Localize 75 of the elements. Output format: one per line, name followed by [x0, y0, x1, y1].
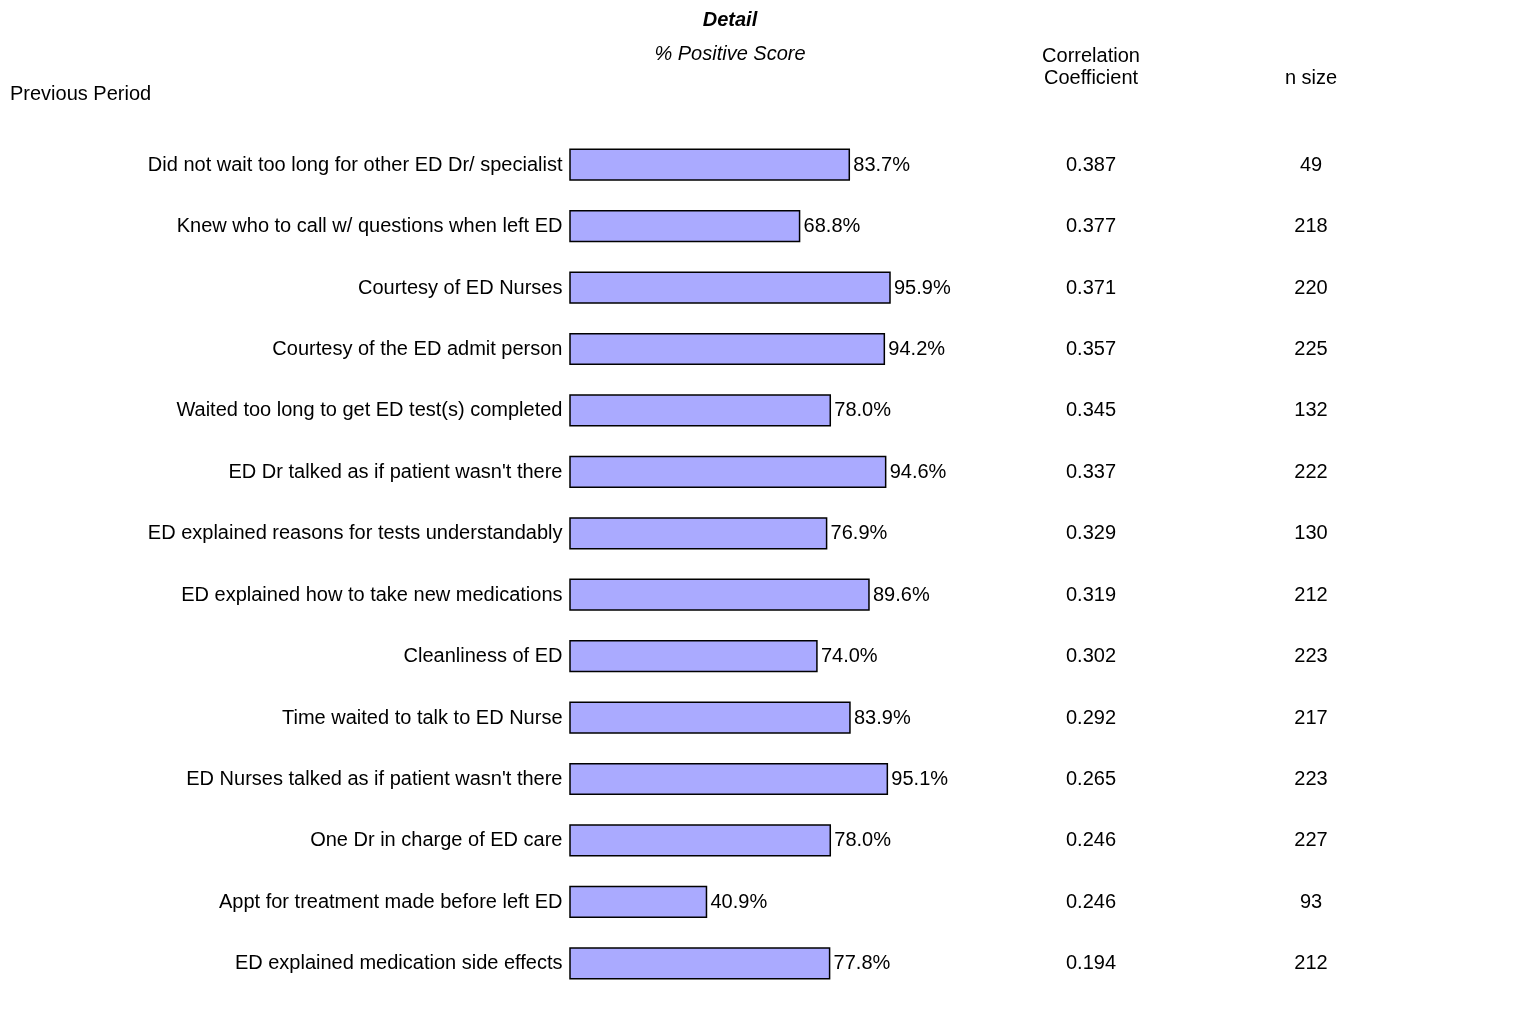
data-label: 95.9% — [894, 275, 951, 298]
y-tick-label: Appt for treatment made before left ED — [218, 889, 563, 912]
data-label: 218 — [1294, 214, 1328, 237]
bar — [569, 332, 886, 366]
bar — [569, 517, 828, 550]
data-label: 0.357 — [1065, 337, 1117, 359]
bar — [569, 885, 708, 918]
data-label: 222 — [1294, 459, 1328, 482]
y-tick-label: Knew who to call w/ questions when left ED — [176, 214, 563, 237]
data-label: 40.9% — [710, 889, 768, 912]
data-label: 0.371 — [1065, 275, 1117, 298]
data-label: 83.7% — [853, 152, 911, 175]
data-label: 0.292 — [1065, 705, 1117, 728]
bar — [569, 762, 889, 796]
data-label: 74.0% — [820, 644, 878, 667]
data-label: 0.329 — [1065, 521, 1117, 544]
data-label: 130 — [1294, 521, 1328, 544]
bar — [569, 271, 891, 304]
data-label: 0.265 — [1065, 767, 1117, 789]
text: Correlation Coefficient — [1042, 44, 1140, 88]
data-label: 0.194 — [1065, 951, 1117, 974]
y-tick-label: One Dr in charge of ED care — [310, 828, 563, 851]
bar — [569, 701, 851, 734]
y-tick-label: ED explained how to take new medications — [181, 582, 563, 605]
bar — [569, 947, 831, 980]
data-label: 220 — [1294, 275, 1328, 298]
data-label: 94.2% — [888, 337, 946, 359]
data-label: 212 — [1294, 582, 1328, 605]
y-tick-label: ED Nurses talked as if patient wasn't there — [186, 767, 563, 789]
data-label: 223 — [1294, 644, 1328, 667]
chart-subtitle: % Positive Score — [654, 42, 806, 64]
text: Previous Period — [10, 82, 152, 104]
data-label: 77.8% — [833, 951, 891, 974]
y-tick-label: Did not wait too long for other ED Dr/ specialist — [147, 152, 563, 175]
bar — [569, 824, 832, 857]
data-label: 89.6% — [872, 582, 930, 605]
data-label: 95.1% — [891, 767, 949, 789]
data-label: 68.8% — [803, 214, 861, 237]
data-label: 0.246 — [1065, 828, 1117, 851]
data-label: 0.302 — [1065, 644, 1117, 667]
data-label: 0.246 — [1065, 889, 1117, 912]
data-label: 225 — [1294, 337, 1328, 359]
data-label: 223 — [1294, 767, 1328, 789]
y-tick-label: Courtesy of ED Nurses — [357, 275, 563, 298]
bar — [569, 578, 870, 611]
data-label: 227 — [1294, 828, 1328, 851]
data-label: 0.337 — [1065, 459, 1117, 482]
chart-title: Detail — [702, 8, 758, 30]
data-label: 94.6% — [889, 459, 947, 482]
data-label: 132 — [1294, 398, 1328, 421]
y-tick-label: ED explained reasons for tests understandably — [147, 521, 563, 544]
data-label: 0.345 — [1065, 398, 1117, 421]
y-tick-label: Time waited to talk to ED Nurse — [282, 705, 563, 728]
data-label: 217 — [1294, 705, 1328, 728]
bar — [569, 394, 832, 427]
data-label: 78.0% — [834, 398, 892, 421]
data-label: 212 — [1294, 951, 1328, 974]
bar — [569, 210, 801, 243]
data-label: 0.387 — [1065, 152, 1117, 175]
data-label: 76.9% — [830, 521, 888, 544]
y-tick-label: Courtesy of the ED admit person — [272, 337, 563, 359]
y-tick-label: Waited too long to get ED test(s) completed — [176, 398, 563, 421]
data-label: 0.319 — [1065, 582, 1117, 605]
bar — [569, 148, 851, 181]
y-tick-label: ED Dr talked as if patient wasn't there — [228, 459, 563, 482]
data-label: 83.9% — [853, 705, 911, 728]
data-label: 78.0% — [834, 828, 892, 851]
bar — [569, 455, 887, 488]
bar — [569, 640, 818, 673]
y-tick-label: Cleanliness of ED — [403, 644, 563, 667]
data-label: 49 — [1299, 152, 1323, 175]
text: n size — [1284, 66, 1338, 88]
data-label: 0.377 — [1065, 214, 1117, 237]
data-label: 93 — [1299, 889, 1323, 912]
y-tick-label: ED explained medication side effects — [234, 951, 563, 974]
